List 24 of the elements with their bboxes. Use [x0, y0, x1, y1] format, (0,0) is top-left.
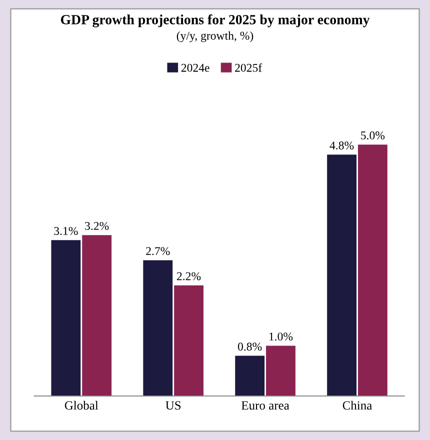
- bar: [235, 356, 265, 396]
- bar: [266, 346, 296, 396]
- legend-label: 2025f: [235, 63, 262, 72]
- bar: [51, 240, 81, 396]
- data-label: 2.2%: [176, 272, 201, 280]
- bar: [143, 260, 173, 396]
- x-tick-label: Global: [64, 400, 98, 410]
- x-tick-label: China: [342, 400, 372, 410]
- bar: [174, 285, 204, 396]
- data-label: 5.0%: [361, 131, 385, 140]
- x-tick-label: US: [166, 401, 181, 410]
- bar: [327, 154, 356, 396]
- bar: [82, 235, 112, 396]
- data-label: 2.7%: [146, 247, 170, 256]
- x-tick-label: Euro area: [242, 401, 290, 410]
- chart-subtitle: (y/y, growth, %): [176, 31, 254, 42]
- data-label: 0.8%: [238, 342, 262, 351]
- data-label: 4.8%: [330, 141, 354, 150]
- chart-title: GDP growth projections for 2025 by major economy: [60, 14, 370, 28]
- data-label: 1.0%: [269, 332, 293, 341]
- bar: [358, 144, 388, 396]
- data-label: 3.2%: [85, 222, 109, 230]
- legend-label: 2024e: [181, 64, 210, 72]
- data-label: 3.1%: [54, 226, 78, 235]
